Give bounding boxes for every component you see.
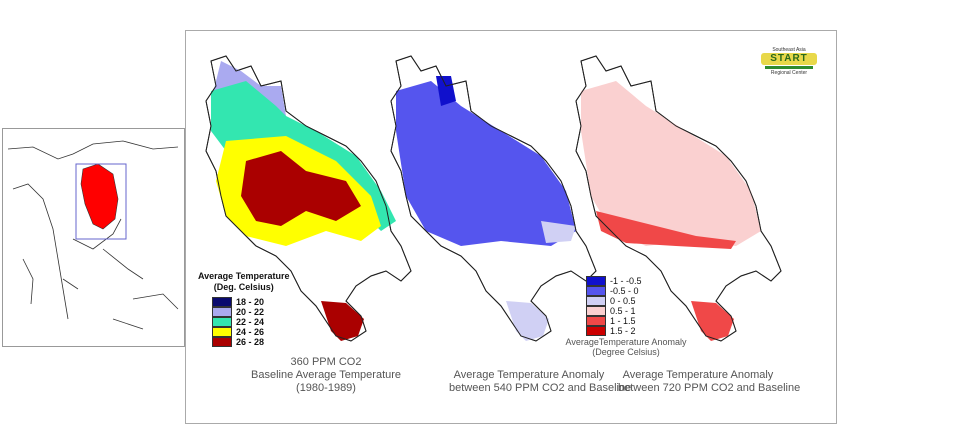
legend-item: 18 - 20 bbox=[212, 297, 290, 307]
legend-title: Average Temperature bbox=[198, 271, 290, 281]
anomaly-540ppm-map bbox=[390, 55, 597, 342]
legend-label: -1 - -0.5 bbox=[610, 276, 642, 286]
legend-item: 20 - 22 bbox=[212, 307, 290, 317]
anomaly-720ppm-map bbox=[575, 55, 782, 342]
caption-540ppm: Average Temperature Anomaly between 540 … bbox=[449, 369, 632, 395]
legend-item: -1 - -0.5 bbox=[586, 276, 642, 286]
legend-label: 0.5 - 1 bbox=[610, 306, 636, 316]
legend-label: 20 - 22 bbox=[236, 307, 265, 317]
legend-label: 1 - 1.5 bbox=[610, 316, 636, 326]
anomaly-legend: -1 - -0.5 -0.5 - 0 0 - 0.5 0.5 - 1 1 - 1… bbox=[586, 276, 642, 336]
highlight-region bbox=[80, 163, 119, 230]
start-logo: Southeast Asia START Regional Center bbox=[761, 47, 817, 87]
locator-inset-map bbox=[2, 128, 185, 347]
caption-baseline: 360 PPM CO2 Baseline Average Temperature… bbox=[251, 356, 401, 395]
caption-line: Baseline Average Temperature bbox=[251, 369, 402, 381]
anomaly-legend-title: AverageTemperature Anomaly (Degree Celsi… bbox=[551, 337, 701, 357]
caption-line: Average Temperature Anomaly bbox=[453, 369, 605, 381]
legend-item: 26 - 28 bbox=[212, 337, 290, 347]
baseline-temperature-map bbox=[205, 55, 412, 342]
baseline-legend: Average Temperature (Deg. Celsius) 18 - … bbox=[198, 271, 290, 347]
caption-line: 360 PPM CO2 bbox=[290, 356, 362, 368]
legend-item: 22 - 24 bbox=[212, 317, 290, 327]
caption-line: Average Temperature Anomaly bbox=[622, 369, 774, 381]
legend-label: 18 - 20 bbox=[236, 297, 265, 307]
legend-item: 1.5 - 2 bbox=[586, 326, 642, 336]
legend-item: 1 - 1.5 bbox=[586, 316, 642, 326]
legend-label: -0.5 - 0 bbox=[610, 286, 639, 296]
legend-label: 0 - 0.5 bbox=[610, 296, 636, 306]
legend-item: 0 - 0.5 bbox=[586, 296, 642, 306]
legend-unit: (Degree Celsius) bbox=[592, 347, 660, 357]
legend-unit: (Deg. Celsius) bbox=[213, 282, 274, 292]
caption-line: between 720 PPM CO2 and Baseline bbox=[618, 382, 801, 394]
legend-item: 24 - 26 bbox=[212, 327, 290, 337]
legend-label: 22 - 24 bbox=[236, 317, 265, 327]
legend-label: 24 - 26 bbox=[236, 327, 265, 337]
legend-label: 1.5 - 2 bbox=[610, 326, 636, 336]
legend-title: AverageTemperature Anomaly bbox=[565, 337, 687, 347]
caption-line: (1980-1989) bbox=[296, 382, 356, 394]
caption-720ppm: Average Temperature Anomaly between 720 … bbox=[618, 369, 801, 395]
legend-label: 26 - 28 bbox=[236, 337, 265, 347]
coastline bbox=[7, 140, 179, 330]
logo-line1: Southeast Asia bbox=[772, 47, 806, 53]
map-panel: Southeast Asia START Regional Center Ave… bbox=[185, 30, 837, 424]
caption-line: between 540 PPM CO2 and Baseline bbox=[449, 382, 632, 394]
logo-line3: Regional Center bbox=[770, 70, 808, 76]
logo-name: START bbox=[761, 53, 817, 65]
legend-item: -0.5 - 0 bbox=[586, 286, 642, 296]
legend-item: 0.5 - 1 bbox=[586, 306, 642, 316]
study-area-box bbox=[75, 163, 127, 240]
